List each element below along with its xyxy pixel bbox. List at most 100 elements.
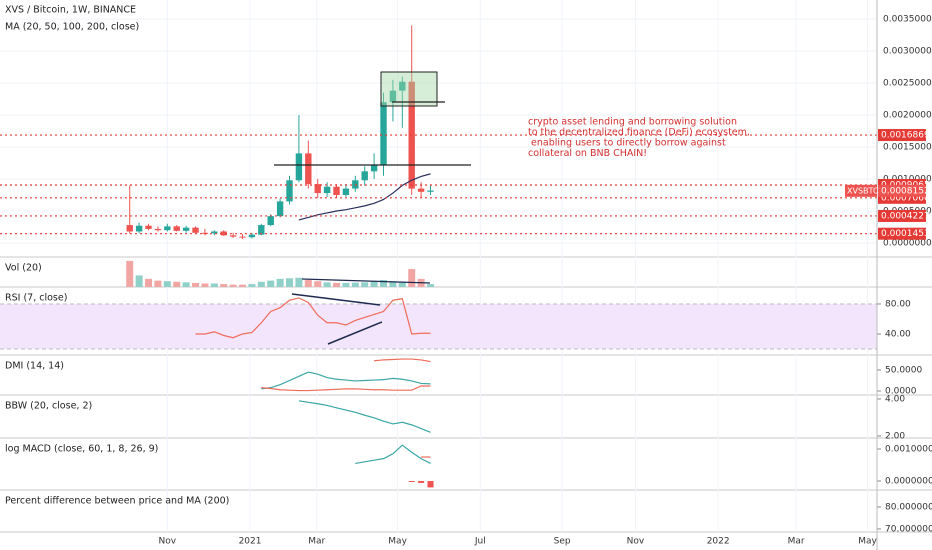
- volume-bar: [408, 269, 416, 287]
- y-tick-label: 50.0000: [885, 365, 922, 375]
- level-label-box: [878, 209, 926, 222]
- level-label: 0.0004227: [881, 211, 930, 221]
- indicator-title: log MACD (close, 60, 1, 8, 26, 9): [5, 444, 158, 455]
- volume-bar: [361, 282, 369, 287]
- candle-body: [229, 235, 237, 237]
- drawn-line: [301, 278, 431, 284]
- volume-bar: [182, 282, 190, 287]
- volume-bar: [163, 281, 171, 287]
- volume-bar: [351, 282, 359, 287]
- candle-body: [295, 153, 303, 181]
- annotation-text: enabling users to directly borrow agains…: [528, 138, 726, 149]
- candle-body: [370, 164, 378, 172]
- candle-body: [427, 190, 434, 192]
- last-price-label: 0.0008152: [881, 186, 930, 196]
- indicator-line: [195, 297, 431, 339]
- candle-body: [126, 225, 133, 232]
- symbol-label: XVSBTC: [847, 186, 879, 195]
- y-tick-label: 0.0010000: [885, 445, 932, 455]
- candle-body: [267, 216, 274, 226]
- indicator-line: [298, 400, 431, 433]
- last-price-box: [878, 184, 926, 197]
- x-tick-label: May: [858, 537, 877, 547]
- volume-bar: [201, 283, 209, 287]
- candle-body: [305, 153, 312, 185]
- level-label-box: [878, 129, 926, 142]
- volume-bar: [173, 281, 181, 287]
- candle-body: [135, 225, 143, 232]
- volume-bar: [427, 284, 435, 287]
- indicator-line: [261, 385, 431, 392]
- candle-body: [314, 184, 321, 194]
- candle-body: [361, 171, 368, 181]
- candle-body: [182, 227, 190, 231]
- x-tick-label: 2021: [239, 537, 262, 547]
- candle-body: [399, 81, 406, 91]
- x-tick-label: Nov: [627, 537, 645, 547]
- indicator-title: DMI (14, 14): [5, 361, 64, 372]
- candle-body: [286, 180, 293, 202]
- volume-bar: [267, 280, 275, 287]
- indicator-line: [355, 444, 431, 465]
- y-tick-label: 80.0000000: [885, 503, 932, 513]
- candle-body: [211, 231, 218, 234]
- candle-body: [342, 188, 350, 196]
- y-tick-label: 0.0020000: [883, 111, 932, 121]
- candle-body: [417, 188, 425, 192]
- level-label: 0.0016869: [881, 131, 930, 141]
- candle-body: [239, 236, 246, 238]
- y-tick-label: 0.0015000: [883, 143, 932, 153]
- drawn-line: [291, 293, 381, 306]
- volume-bar: [126, 260, 134, 287]
- y-tick-label: 0.0000000: [883, 239, 932, 249]
- volume-bar: [314, 281, 322, 287]
- indicator-title: RSI (7, close): [5, 293, 67, 304]
- candle-body: [323, 186, 331, 194]
- x-tick-label: Mar: [788, 537, 805, 547]
- volume-bar: [257, 281, 265, 287]
- y-tick-label: 0.0000000: [885, 477, 932, 487]
- symbol-box: [845, 184, 877, 197]
- rsi-band: [0, 303, 877, 349]
- indicator-title: MA (20, 50, 100, 200, close): [5, 22, 139, 33]
- candle-body: [276, 201, 284, 217]
- volume-bar: [135, 275, 143, 287]
- volume-bar: [229, 284, 237, 287]
- volume-bar: [389, 281, 397, 287]
- x-tick-label: Jul: [474, 537, 486, 547]
- x-tick-label: Mar: [308, 537, 325, 547]
- moving-average: [298, 173, 431, 221]
- indicator-title: BBW (20, close, 2): [5, 401, 92, 412]
- candle-body: [173, 226, 180, 231]
- x-tick-label: Sep: [554, 537, 571, 547]
- chart-title: XVS / Bitcoin, 1W, BINANCE: [5, 5, 136, 16]
- y-tick-label: 2.00: [885, 431, 905, 441]
- level-label: 0.0001453: [881, 229, 930, 239]
- histogram-bar: [408, 481, 415, 483]
- candle-body: [333, 186, 340, 196]
- volume-bar: [220, 284, 228, 287]
- candle-body: [389, 90, 397, 103]
- y-tick-label: 80.00: [885, 299, 911, 309]
- candle-body: [154, 228, 162, 231]
- y-tick-label: 70.0000000: [885, 524, 932, 534]
- volume-bar: [145, 278, 153, 287]
- level-label-box: [878, 227, 926, 240]
- drawn-box: [380, 71, 438, 107]
- volume-bar: [333, 282, 341, 287]
- indicator-line: [374, 358, 431, 363]
- volume-bar: [295, 277, 303, 287]
- level-label: 0.0007060: [881, 193, 930, 203]
- candle-body: [380, 102, 387, 165]
- volume-bar: [380, 280, 388, 287]
- annotation-text: collateral on BNB CHAIN!: [528, 148, 647, 159]
- indicator-title: Percent difference between price and MA …: [5, 496, 229, 507]
- y-tick-label: 0.0030000: [883, 47, 932, 57]
- candle-body: [201, 232, 209, 234]
- volume-bar: [370, 281, 378, 287]
- y-tick-label: 0.0025000: [883, 79, 932, 89]
- candle-body: [145, 225, 152, 229]
- x-tick-label: May: [388, 537, 407, 547]
